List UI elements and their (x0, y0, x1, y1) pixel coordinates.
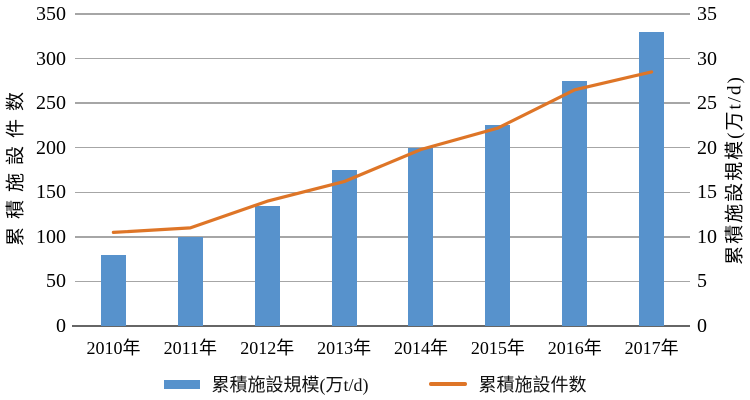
x-axis-label: 2017年 (624, 338, 679, 358)
left-axis-tick-label: 350 (36, 3, 66, 25)
right-axis-tick-label: 0 (697, 315, 707, 337)
legend-item-line-series: 累積施設件数 (428, 371, 587, 397)
x-axis-label: 2015年 (470, 338, 525, 358)
bar-2016 (562, 80, 588, 326)
legend-label-bar-series: 累積施設規模(万t/d) (211, 375, 369, 395)
right-axis-tick-label: 25 (697, 92, 717, 115)
left-axis-tick-label: 150 (36, 181, 66, 204)
bar-2012 (254, 205, 280, 326)
gridline (75, 146, 690, 149)
bar-2013 (331, 170, 357, 326)
bar-2015 (485, 125, 511, 326)
x-axis-label: 2010年 (86, 338, 141, 358)
left-axis-tick-label: 50 (46, 270, 66, 293)
line-series-swatch-icon (428, 382, 467, 386)
gridline (75, 57, 690, 60)
bar-series-swatch-icon (163, 379, 200, 389)
right-axis-tick-label: 10 (697, 225, 717, 248)
gridline (75, 13, 690, 15)
right-axis-tick-label: 30 (697, 47, 717, 70)
right-axis-tick-label: 35 (697, 3, 717, 25)
legend: 累積施設規模(万t/d) 累積施設件数 (0, 368, 750, 400)
left-axis-tick-label: 100 (36, 225, 66, 248)
bar-2017 (639, 31, 665, 326)
left-axis-tick-label: 0 (56, 315, 66, 337)
x-axis-label: 2013年 (317, 338, 372, 358)
line-series-svg (111, 70, 654, 234)
x-axis-label: 2011年 (163, 338, 217, 358)
left-axis-tick-label: 200 (36, 136, 66, 159)
gridline (75, 236, 690, 238)
legend-item-bar-series: 累積施設規模(万t/d) (163, 371, 369, 397)
bar-2011 (177, 236, 203, 326)
gridline (75, 102, 690, 104)
x-axis-baseline (72, 325, 690, 327)
x-axis-label: 2016年 (547, 338, 602, 358)
left-axis-tick-label: 300 (36, 47, 66, 70)
right-axis-tick-label: 20 (697, 136, 717, 159)
x-axis-label: 2012年 (240, 338, 295, 358)
line-series-path (111, 70, 654, 234)
right-axis-tick-label: 5 (697, 270, 707, 293)
bar-2014 (408, 147, 434, 326)
gridline (75, 191, 690, 194)
legend-label-line-series: 累積施設件数 (478, 375, 587, 395)
bar-2010 (100, 254, 126, 326)
right-axis-tick-label: 15 (697, 181, 717, 204)
left-axis-tick-label: 250 (36, 92, 66, 115)
gridline (75, 280, 690, 283)
x-axis-label: 2014年 (393, 338, 448, 358)
